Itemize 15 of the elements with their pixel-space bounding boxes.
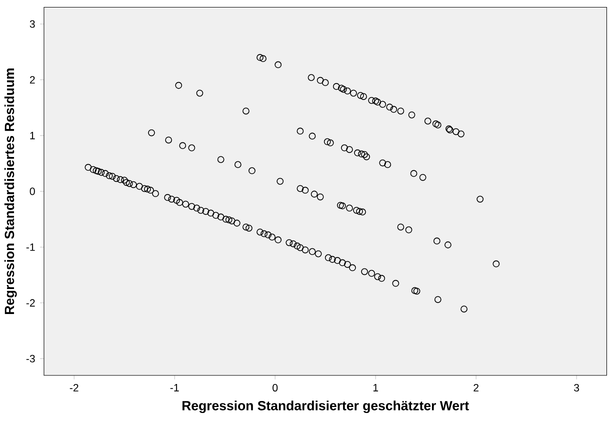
x-tick-label: -2 <box>70 384 78 392</box>
y-tick-label: 2 <box>30 76 35 84</box>
y-tick-label: -3 <box>26 354 35 362</box>
y-axis-title: Regression Standardisiertes Residuum <box>4 68 17 314</box>
x-tick-label: 1 <box>373 384 378 392</box>
y-tick-label: 3 <box>30 20 35 28</box>
x-tick-label: 3 <box>574 384 580 392</box>
y-tick-label: 1 <box>30 132 35 140</box>
x-tick-label: 2 <box>474 384 478 392</box>
y-tick-label: 0 <box>30 188 35 196</box>
x-tick-label: 0 <box>272 384 278 392</box>
x-axis-title: Regression Standardisierter geschätzter Wert <box>182 400 469 414</box>
y-tick-label: -1 <box>26 243 35 251</box>
y-tick-label: -2 <box>26 299 35 307</box>
x-tick-label: -1 <box>170 384 179 392</box>
